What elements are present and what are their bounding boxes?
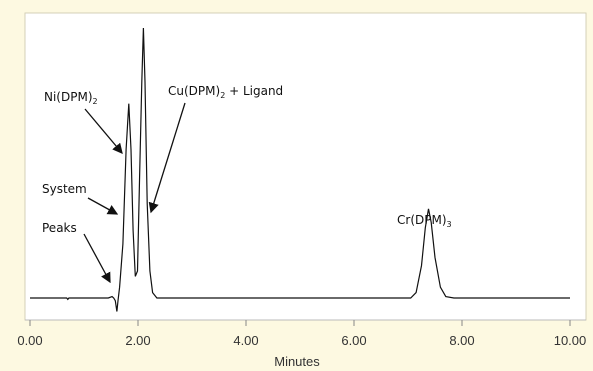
annotation-cu-label: Cu(DPM): [168, 84, 220, 98]
annotation-ni: Ni(DPM)2: [44, 90, 123, 154]
annotation-ni-arrow: [84, 108, 123, 154]
chromatogram-trace: [30, 27, 570, 312]
x-tick-label-3: 6.00: [341, 333, 366, 348]
annotation-cr: Cr(DPM)3: [397, 213, 452, 229]
annotation-peaks-label: Peaks: [42, 221, 77, 235]
annotation-system-arrow: [87, 197, 119, 215]
x-tick-label-1: 2.00: [125, 333, 150, 348]
svg-text:Cr(DPM)3: Cr(DPM)3: [397, 213, 452, 229]
annotation-cr-label: Cr(DPM): [397, 213, 447, 227]
annotation-cu: Cu(DPM)2 + Ligand: [148, 84, 283, 214]
x-tick-label-4: 8.00: [449, 333, 474, 348]
annotation-peaks: Peaks: [42, 221, 111, 284]
annotation-cu-subscript: 2: [220, 91, 225, 100]
annotation-cu-tail: + Ligand: [225, 84, 283, 98]
x-tick-label-0: 0.00: [17, 333, 42, 348]
svg-text:Ni(DPM)2: Ni(DPM)2: [44, 90, 98, 106]
x-axis-label: Minutes: [274, 354, 320, 369]
annotation-system: System: [42, 182, 119, 215]
annotation-peaks-arrow: [83, 233, 111, 284]
annotation-system-label: System: [42, 182, 87, 196]
x-tick-label-2: 4.00: [233, 333, 258, 348]
annotation-cr-subscript: 3: [447, 220, 452, 229]
svg-text:Cu(DPM)2 + Ligand: Cu(DPM)2 + Ligand: [168, 84, 283, 100]
x-axis-ticks: [29, 320, 571, 326]
x-tick-label-5: 10.00: [554, 333, 587, 348]
annotation-ni-label: Ni(DPM): [44, 90, 93, 104]
plot-area: [24, 12, 587, 321]
x-axis-tick-labels: 0.00 2.00 4.00 6.00 8.00 10.00: [17, 333, 586, 348]
annotation-ni-subscript: 2: [93, 97, 98, 106]
annotation-cu-arrow: [148, 102, 186, 214]
